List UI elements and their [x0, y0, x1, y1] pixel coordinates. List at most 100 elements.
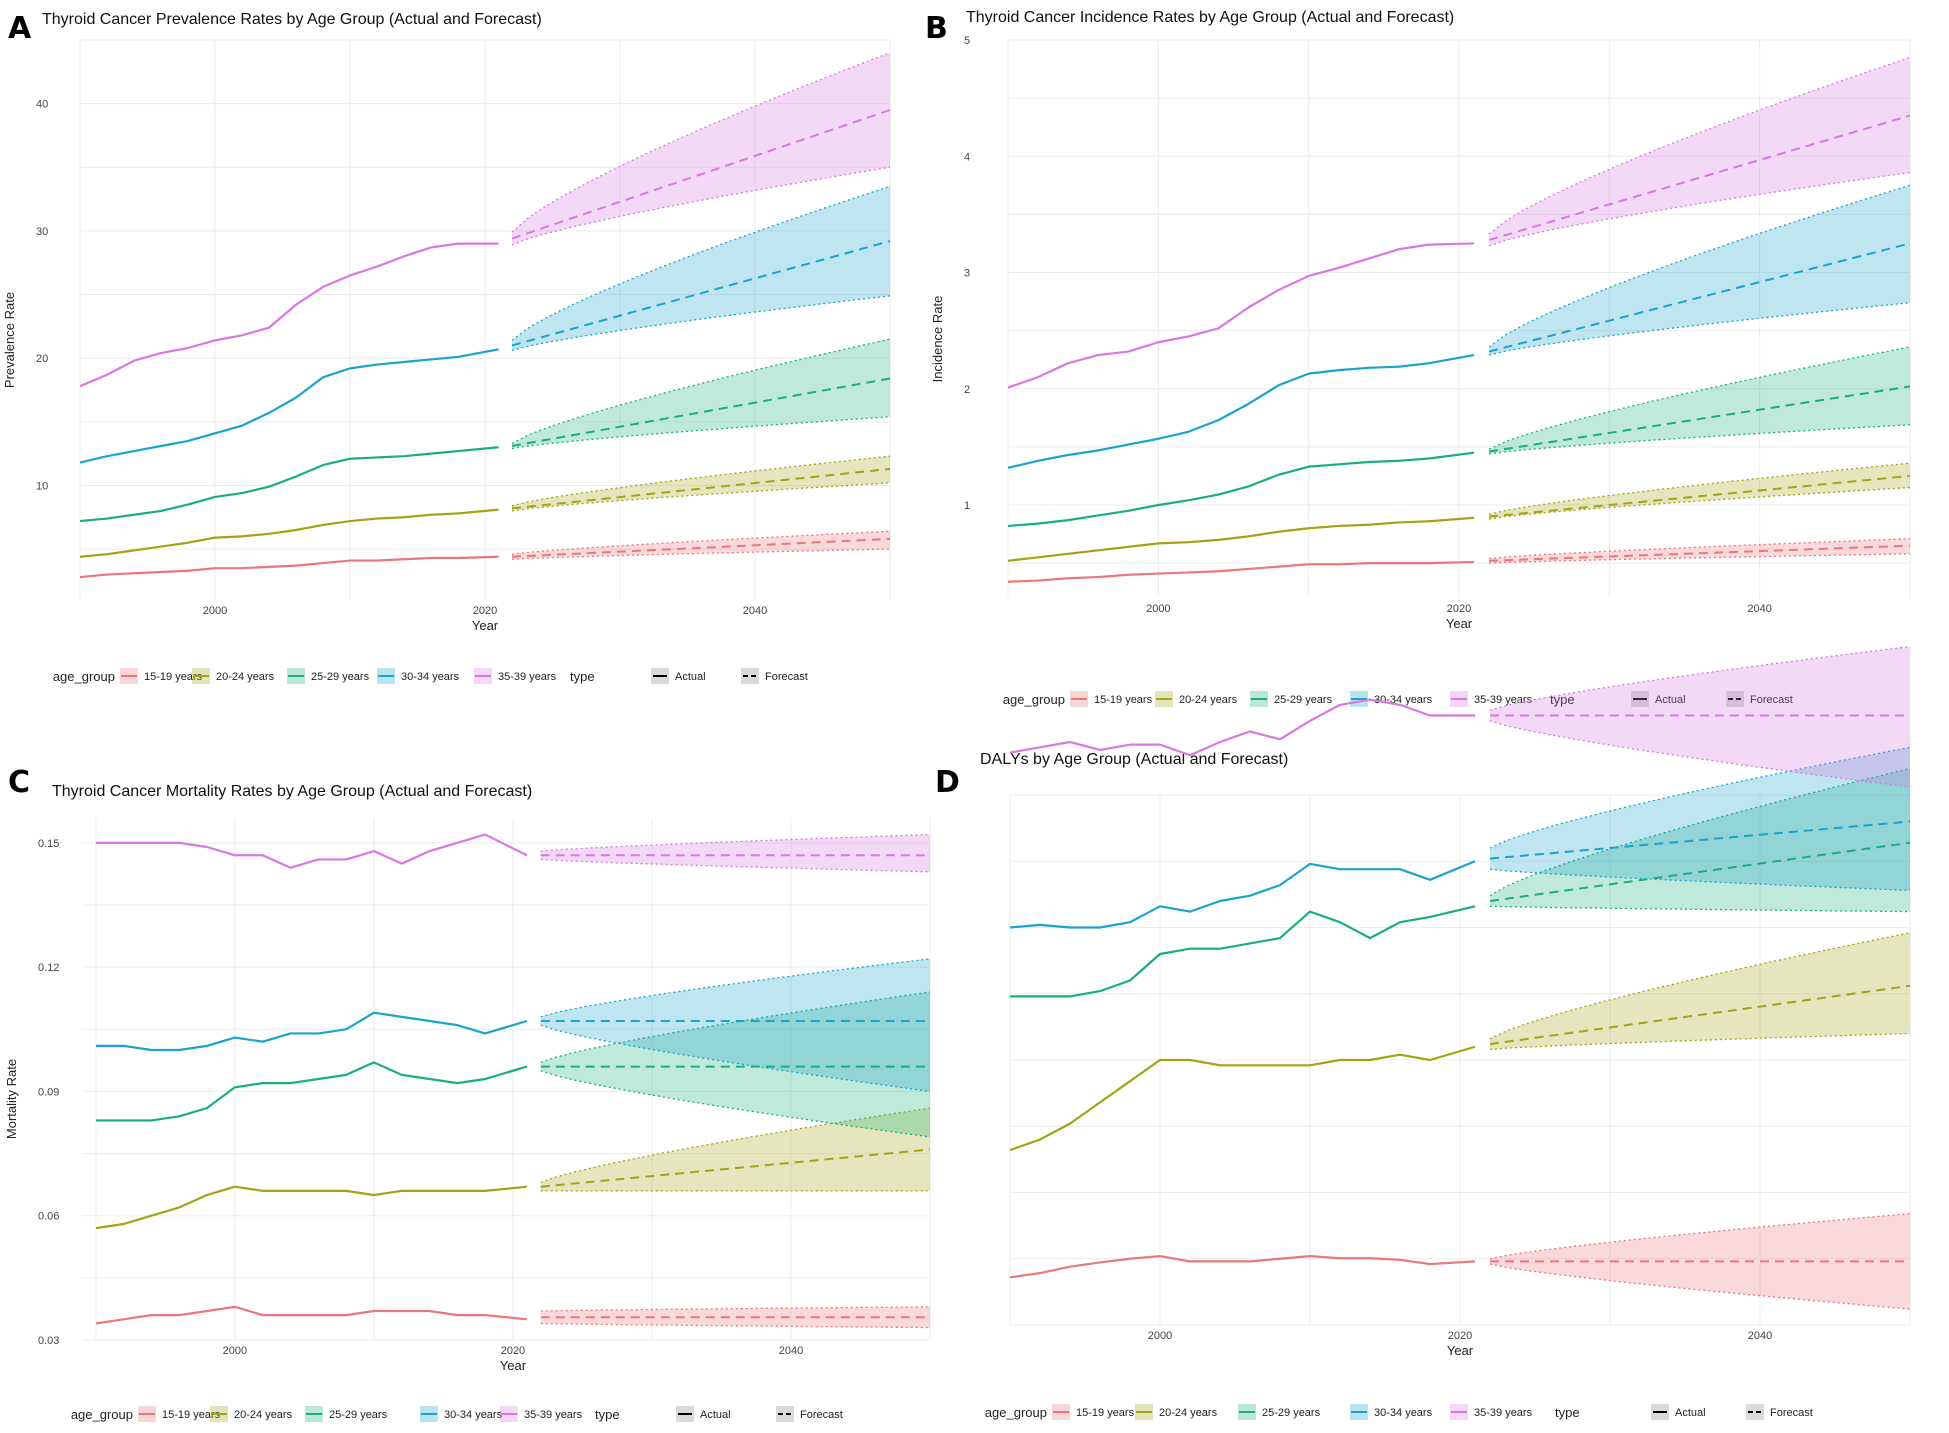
panel-d-ribbon-35-39-years [1490, 646, 1910, 788]
panel-a-ytick-label: 30 [36, 226, 48, 238]
panel-c-xtick-label: 2040 [779, 1345, 803, 1357]
panel-a-upper-bound-15-19-years [511, 530, 891, 555]
panel-b-actual-line-25-29-years [1007, 451, 1475, 528]
panel-a-xtick-label: 2040 [743, 605, 767, 617]
panel-d-actual-line-30-34-years [1009, 860, 1476, 929]
panel-d-legend-label-20-24-years: 20-24 years [1159, 1407, 1218, 1419]
panel-c-ribbon-35-39-years [540, 834, 930, 872]
panel-b-actual-line-30-34-years [1007, 353, 1475, 469]
panel-a-lower-bound-15-19-years [511, 548, 891, 560]
panel-c-ytick-label: 0.15 [38, 838, 59, 850]
panel-b-actual-line-20-24-years [1007, 516, 1475, 562]
panel-b-forecast-line-25-29-years [1488, 385, 1911, 453]
panel-a-ytick-label: 40 [36, 99, 48, 111]
panel-c-legend-label-35-39-years: 35-39 years [524, 1409, 583, 1421]
panel-d-legend-label-35-39-years: 35-39 years [1474, 1407, 1533, 1419]
panel-a-legend-group-title: age_group [53, 669, 115, 684]
panel-d-xtick-label: 2000 [1148, 1330, 1172, 1342]
panel-d-legend-type-label-actual: Actual [1675, 1407, 1706, 1419]
panel-b-forecast-line-35-39-years [1488, 114, 1911, 241]
panel-d-title: DALYs by Age Group (Actual and Forecast) [980, 751, 1288, 768]
panel-a-actual-line-15-19-years [79, 555, 499, 579]
panel-a-actual-line-30-34-years [79, 348, 499, 464]
panel-d-legend: age_group 15-19 years 20-24 years 25-29 yea… [985, 1404, 1813, 1420]
panel-a-ribbon-35-39-years [512, 52, 890, 245]
panel-c-ytick-label: 0.06 [38, 1211, 59, 1223]
panel-a-ribbon-25-29-years [512, 339, 890, 449]
panel-a-ytick-label: 20 [36, 353, 48, 365]
panel-b-ytick-label: 4 [964, 151, 970, 163]
panel-c-actual-line-30-34-years [95, 1011, 528, 1052]
panel-b-forecast-line-15-19-years [1489, 544, 1911, 562]
panel-a-forecast-line-25-29-years [511, 377, 891, 447]
panel-b-xtick-label: 2000 [1146, 603, 1170, 615]
panel-b-forecast-line-20-24-years [1488, 474, 1911, 518]
panel-a-lower-bound-20-24-years [511, 482, 891, 512]
panel-c-ytick-label: 0.12 [38, 962, 59, 974]
panel-d-actual-line-25-29-years [1010, 905, 1476, 998]
panel-a-upper-bound-20-24-years [511, 455, 891, 507]
panel-a-letter: A [8, 11, 32, 46]
panel-c-legend-type-key-forecast [776, 1406, 794, 1422]
panel-b-upper-bound-15-19-years [1489, 538, 1911, 560]
panel-c-xtick-label: 2000 [223, 1345, 247, 1357]
panel-a-title: Thyroid Cancer Prevalence Rates by Age G… [42, 11, 542, 28]
panel-d-legend-type-label-forecast: Forecast [1770, 1407, 1813, 1419]
panel-c-x-axis-label: Year [500, 1358, 527, 1373]
panel-d-lower-bound-20-24-years [1489, 1032, 1911, 1051]
panel-c-actual-line-35-39-years [95, 833, 528, 869]
panel-c-legend-label-30-34-years: 30-34 years [444, 1409, 503, 1421]
panel-c-legend-label-25-29-years: 25-29 years [329, 1409, 388, 1421]
panel-b-legend-label-15-19-years: 15-19 years [1094, 694, 1153, 706]
panel-c-legend-label-15-19-years: 15-19 years [162, 1409, 221, 1421]
panel-c-ribbon-25-29-years [540, 992, 930, 1137]
panel-b-actual-line-35-39-years [1007, 242, 1475, 389]
panel-b-lower-bound-30-34-years [1488, 302, 1911, 356]
panel-c-ytick-label: 0.09 [38, 1086, 59, 1098]
panel-d-legend-type-title: type [1555, 1405, 1580, 1420]
panel-d-actual-line-20-24-years [1009, 1045, 1476, 1152]
panel-a-y-axis-label: Prevalence Rate [2, 292, 17, 388]
panel-d-lower-bound-30-34-years [1489, 868, 1911, 892]
panel-b-y-axis-label: Incidence Rate [930, 296, 945, 383]
panel-d-actual-line-35-39-years [1009, 698, 1475, 757]
panel-b-legend-type-key-forecast [1726, 691, 1744, 707]
panel-d-upper-bound-35-39-years [1489, 645, 1911, 711]
panel-a-lower-bound-35-39-years [511, 166, 891, 246]
panel-b-forecast-line-30-34-years [1488, 242, 1911, 353]
panel-b-upper-bound-30-34-years [1488, 184, 1911, 348]
panel-b: B Thyroid Cancer Incidence Rates by Age G… [925, 9, 1911, 707]
panel-b-legend-label-35-39-years: 35-39 years [1474, 694, 1533, 706]
panel-a-ribbon-30-34-years [512, 186, 890, 351]
panel-b-actual-line-15-19-years [1007, 560, 1475, 583]
panel-d-legend-type-key-forecast [1746, 1404, 1764, 1420]
panel-a-legend-label-20-24-years: 20-24 years [216, 671, 275, 683]
panel-a-ribbon-20-24-years [512, 456, 890, 511]
panel-a-actual-line-35-39-years [79, 242, 499, 388]
panel-a-lower-bound-30-34-years [511, 295, 891, 352]
panel-a-xtick-label: 2020 [473, 605, 497, 617]
panel-b-legend-label-20-24-years: 20-24 years [1179, 694, 1238, 706]
panel-b-lower-bound-15-19-years [1489, 553, 1911, 564]
panel-d-forecast-line-30-34-years [1489, 820, 1911, 860]
panel-c-upper-bound-30-34-years [540, 958, 931, 1018]
panel-c-ribbon-30-34-years [540, 958, 930, 1092]
panel-c-legend: age_group 15-19 years 20-24 years 25-29 yea… [71, 1406, 843, 1422]
panel-b-ribbon-20-24-years [1489, 463, 1910, 519]
panel-b-ribbon-35-39-years [1489, 57, 1910, 246]
panel-c-actual-line-25-29-years [95, 1061, 528, 1122]
panel-c-legend-group-title: age_group [71, 1407, 133, 1422]
panel-b-legend: age_group 15-19 years 20-24 years 25-29 yea… [1003, 691, 1793, 707]
panel-b-lower-bound-35-39-years [1488, 171, 1911, 247]
panel-b-lower-bound-25-29-years [1488, 424, 1911, 455]
panel-b-upper-bound-20-24-years [1488, 462, 1911, 515]
panel-c-letter: C [8, 765, 30, 800]
panel-a-actual-line-25-29-years [79, 446, 499, 523]
panel-c-ribbon-20-24-years [540, 1108, 930, 1191]
panel-d-legend-group-title: age_group [985, 1405, 1047, 1420]
panel-d-xtick-label: 2020 [1448, 1330, 1472, 1342]
panel-c-ytick-label: 0.03 [38, 1335, 59, 1347]
panel-c-legend-type-label-actual: Actual [700, 1409, 731, 1421]
panel-d-ribbon-30-34-years [1490, 747, 1910, 891]
